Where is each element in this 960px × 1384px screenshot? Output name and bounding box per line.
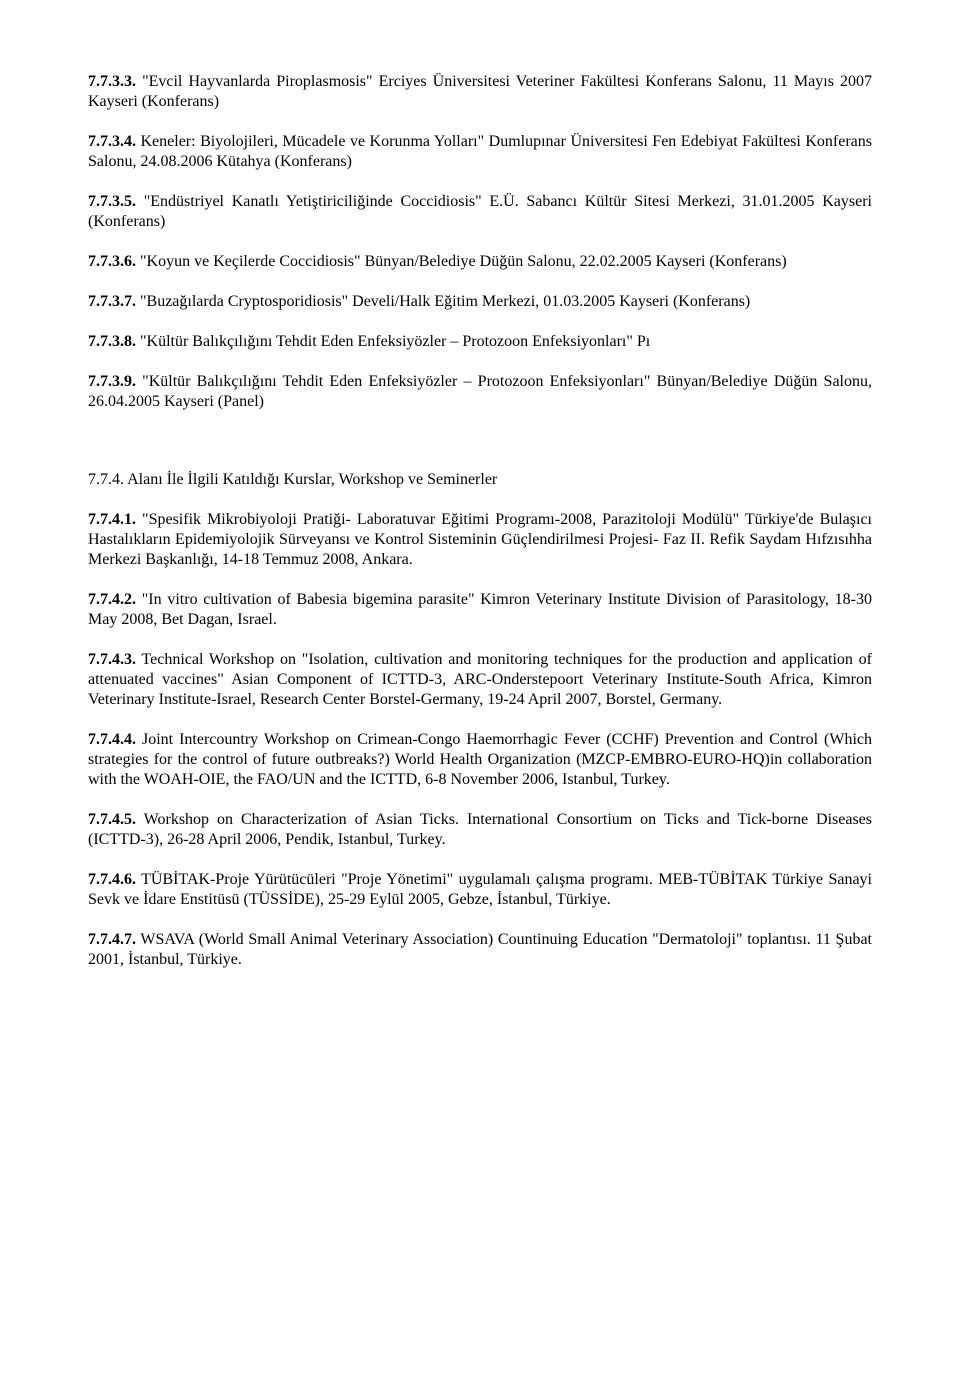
entry-text: TÜBİTAK-Proje Yürütücüleri "Proje Yöneti…	[88, 871, 872, 908]
entry-text: "Kültür Balıkçılığını Tehdit Eden Enfeks…	[136, 333, 650, 350]
entry-7.7.3.9: 7.7.3.9. "Kültür Balıkçılığını Tehdit Ed…	[88, 372, 872, 412]
entry-text: Joint Intercountry Workshop on Crimean-C…	[88, 731, 872, 788]
entry-number: 7.7.4.6.	[88, 871, 136, 888]
entry-text: "In vitro cultivation of Babesia bigemin…	[88, 591, 872, 628]
heading-7.7.4: 7.7.4. Alanı İle İlgili Katıldığı Kursla…	[88, 470, 872, 490]
entry-7.7.4.7: 7.7.4.7. WSAVA (World Small Animal Veter…	[88, 930, 872, 970]
entry-7.7.3.5: 7.7.3.5. "Endüstriyel Kanatlı Yetiştiric…	[88, 192, 872, 232]
entry-number: 7.7.3.7.	[88, 293, 136, 310]
entry-7.7.4.4: 7.7.4.4. Joint Intercountry Workshop on …	[88, 730, 872, 790]
entry-7.7.4.6: 7.7.4.6. TÜBİTAK-Proje Yürütücüleri "Pro…	[88, 870, 872, 910]
entry-text: "Koyun ve Keçilerde Coccidiosis" Bünyan/…	[136, 253, 787, 270]
entry-text: "Endüstriyel Kanatlı Yetiştiriciliğinde …	[88, 193, 872, 230]
entry-text: Workshop on Characterization of Asian Ti…	[88, 811, 872, 848]
entry-7.7.3.7: 7.7.3.7. "Buzağılarda Cryptosporidiosis"…	[88, 292, 872, 312]
entry-number: 7.7.4.1.	[88, 511, 136, 528]
entry-number: 7.7.4.5.	[88, 811, 136, 828]
entry-text: "Spesifik Mikrobiyoloji Pratiği- Laborat…	[88, 511, 872, 568]
entry-7.7.4.1: 7.7.4.1. "Spesifik Mikrobiyoloji Pratiği…	[88, 510, 872, 570]
entry-text: "Kültür Balıkçılığını Tehdit Eden Enfeks…	[88, 373, 872, 410]
entry-text: Technical Workshop on "Isolation, cultiv…	[88, 651, 872, 708]
entry-7.7.4.5: 7.7.4.5. Workshop on Characterization of…	[88, 810, 872, 850]
entry-number: 7.7.4.2.	[88, 591, 136, 608]
entry-text: Keneler: Biyolojileri, Mücadele ve Korun…	[88, 133, 872, 170]
entry-number: 7.7.4.3.	[88, 651, 136, 668]
entry-text: WSAVA (World Small Animal Veterinary Ass…	[88, 931, 872, 968]
entry-7.7.4.2: 7.7.4.2. "In vitro cultivation of Babesi…	[88, 590, 872, 630]
entry-number: 7.7.3.9.	[88, 373, 136, 390]
entry-text: "Evcil Hayvanlarda Piroplasmosis" Erciye…	[88, 73, 872, 110]
entry-number: 7.7.3.8.	[88, 333, 136, 350]
entry-text: "Buzağılarda Cryptosporidiosis" Develi/H…	[136, 293, 750, 310]
entry-number: 7.7.3.5.	[88, 193, 136, 210]
entry-7.7.3.3: 7.7.3.3. "Evcil Hayvanlarda Piroplasmosi…	[88, 72, 872, 112]
entry-7.7.3.6: 7.7.3.6. "Koyun ve Keçilerde Coccidiosis…	[88, 252, 872, 272]
entry-number: 7.7.3.3.	[88, 73, 136, 90]
entry-number: 7.7.3.6.	[88, 253, 136, 270]
entry-number: 7.7.3.4.	[88, 133, 136, 150]
entry-7.7.3.8: 7.7.3.8. "Kültür Balıkçılığını Tehdit Ed…	[88, 332, 872, 352]
entry-7.7.4.3: 7.7.4.3. Technical Workshop on "Isolatio…	[88, 650, 872, 710]
entry-number: 7.7.4.4.	[88, 731, 136, 748]
entry-7.7.3.4: 7.7.3.4. Keneler: Biyolojileri, Mücadele…	[88, 132, 872, 172]
entry-number: 7.7.4.7.	[88, 931, 136, 948]
